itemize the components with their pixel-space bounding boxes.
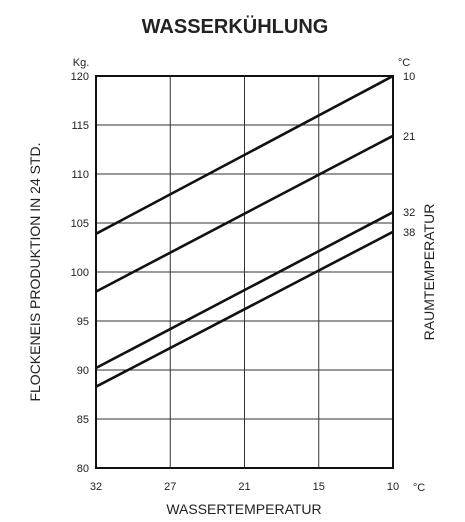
right-unit-label: °C bbox=[398, 57, 410, 69]
chart-title: WASSERKÜHLUNG bbox=[142, 15, 329, 38]
series-label: 10 bbox=[403, 71, 415, 83]
y-tick-label: 115 bbox=[71, 120, 89, 132]
series-line-10 bbox=[95, 74, 394, 235]
x-tick-label: 10 bbox=[387, 481, 399, 493]
y-tick-label: 105 bbox=[71, 218, 89, 230]
y-tick-label: 85 bbox=[77, 414, 89, 426]
y-unit-label: Kg. bbox=[73, 57, 90, 69]
series-label: 38 bbox=[403, 227, 415, 239]
plot-frame bbox=[95, 75, 394, 469]
x-unit-label: °C bbox=[413, 482, 425, 494]
y-tick-label: 90 bbox=[77, 365, 89, 377]
y-tick-label: 95 bbox=[77, 316, 89, 328]
series-line-38 bbox=[95, 230, 394, 388]
y-tick-label: 80 bbox=[77, 463, 89, 475]
x-tick-label: 27 bbox=[164, 481, 176, 493]
series-label: 32 bbox=[403, 207, 415, 219]
series-line-21 bbox=[95, 134, 394, 293]
x-tick-label: 15 bbox=[313, 481, 325, 493]
x-tick-label: 32 bbox=[90, 481, 102, 493]
y-axis-title: FLOCKENEIS PRODUKTION IN 24 STD. bbox=[27, 142, 43, 401]
series-line-32 bbox=[95, 211, 394, 370]
y-tick-label: 110 bbox=[71, 169, 89, 181]
series-label: 21 bbox=[403, 131, 415, 143]
right-axis-title: RAUMTEMPERATUR bbox=[421, 204, 437, 341]
x-axis-title: WASSERTEMPERATUR bbox=[166, 501, 321, 517]
y-tick-label: 120 bbox=[71, 71, 89, 83]
y-tick-label: 100 bbox=[71, 267, 89, 279]
x-tick-label: 21 bbox=[238, 481, 250, 493]
series-lines bbox=[95, 74, 394, 388]
grid bbox=[95, 75, 394, 469]
